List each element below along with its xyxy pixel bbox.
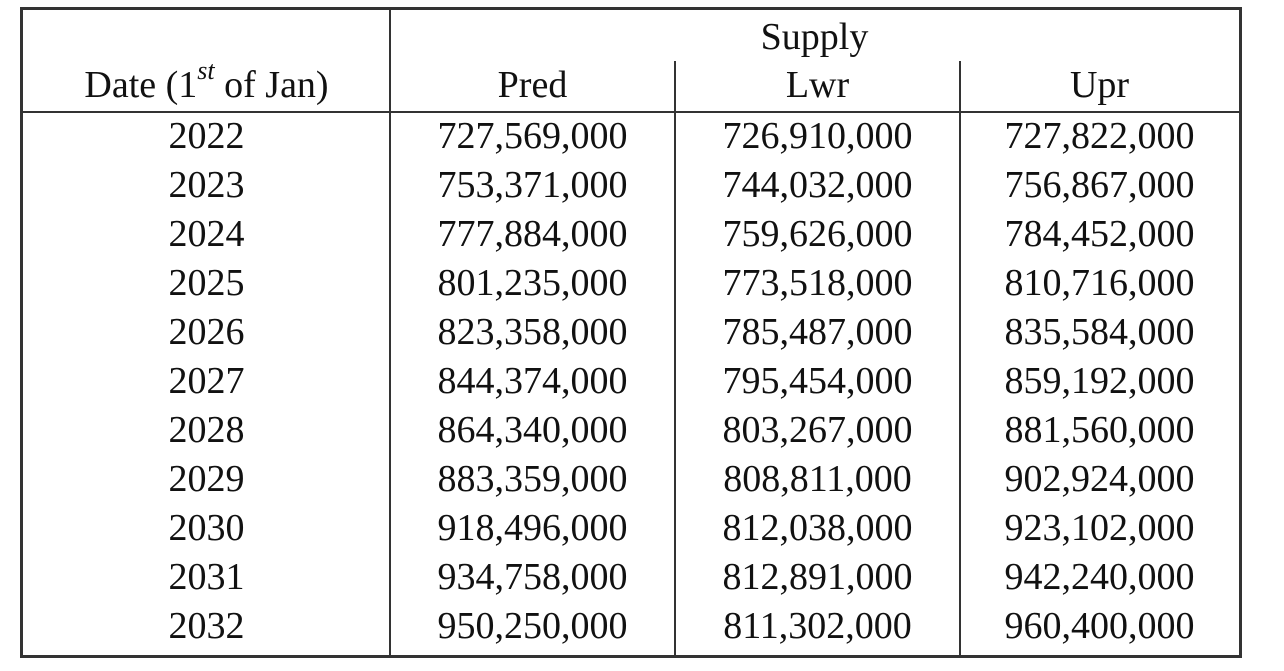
upr-cell: 960,400,000 [1004,605,1195,647]
pred-cell: 934,758,000 [437,556,628,598]
date-column-divider [389,10,391,655]
upr-cell: 835,584,000 [1004,311,1195,353]
pred-lwr-divider [674,61,676,655]
lwr-cell: 759,626,000 [722,213,913,255]
date-column-header: Date (1st of Jan) [23,58,390,110]
pred-cell: 844,374,000 [437,360,628,402]
upr-cell: 810,716,000 [1004,262,1195,304]
lwr-upr-divider [959,61,961,655]
pred-cell: 883,359,000 [437,458,628,500]
header-divider [23,111,1239,113]
lwr-cell: 811,302,000 [723,605,912,647]
date-header-suffix: of Jan) [214,64,329,106]
lwr-column-header: Lwr [785,64,850,106]
upr-cell: 942,240,000 [1004,556,1195,598]
lwr-cell: 785,487,000 [722,311,913,353]
pred-cell: 727,569,000 [437,115,628,157]
upr-cell: 756,867,000 [1004,164,1195,206]
date-cell: 2032 [168,605,245,647]
pred-cell: 801,235,000 [437,262,628,304]
lwr-cell: 773,518,000 [722,262,913,304]
pred-cell: 777,884,000 [437,213,628,255]
supply-table: Supply Date (1st of Jan) Pred Lwr Upr 20… [23,10,1239,655]
lwr-cell: 803,267,000 [722,409,913,451]
date-cell: 2030 [168,507,245,549]
date-cell: 2023 [168,164,245,206]
date-cell: 2031 [168,556,245,598]
upr-cell: 784,452,000 [1004,213,1195,255]
pred-cell: 918,496,000 [437,507,628,549]
date-header-prefix: Date (1 [84,64,198,106]
upr-cell: 881,560,000 [1004,409,1195,451]
supply-group-header: Supply [760,16,869,58]
date-cell: 2024 [168,213,245,255]
date-cell: 2022 [168,115,245,157]
upr-cell: 902,924,000 [1004,458,1195,500]
lwr-cell: 795,454,000 [722,360,913,402]
date-cell: 2027 [168,360,245,402]
pred-cell: 950,250,000 [437,605,628,647]
lwr-cell: 726,910,000 [722,115,913,157]
lwr-cell: 744,032,000 [722,164,913,206]
lwr-cell: 812,038,000 [722,507,913,549]
upr-cell: 859,192,000 [1004,360,1195,402]
date-cell: 2025 [168,262,245,304]
date-cell: 2026 [168,311,245,353]
pred-cell: 823,358,000 [437,311,628,353]
date-cell: 2028 [168,409,245,451]
supply-table-frame: Supply Date (1st of Jan) Pred Lwr Upr 20… [20,7,1242,658]
upr-cell: 727,822,000 [1004,115,1195,157]
pred-cell: 864,340,000 [437,409,628,451]
upr-column-header: Upr [1069,64,1130,106]
pred-cell: 753,371,000 [437,164,628,206]
lwr-cell: 812,891,000 [722,556,913,598]
date-header-superscript: st [197,56,215,86]
lwr-cell: 808,811,000 [723,458,912,500]
upr-cell: 923,102,000 [1004,507,1195,549]
date-cell: 2029 [168,458,245,500]
pred-column-header: Pred [497,64,568,106]
